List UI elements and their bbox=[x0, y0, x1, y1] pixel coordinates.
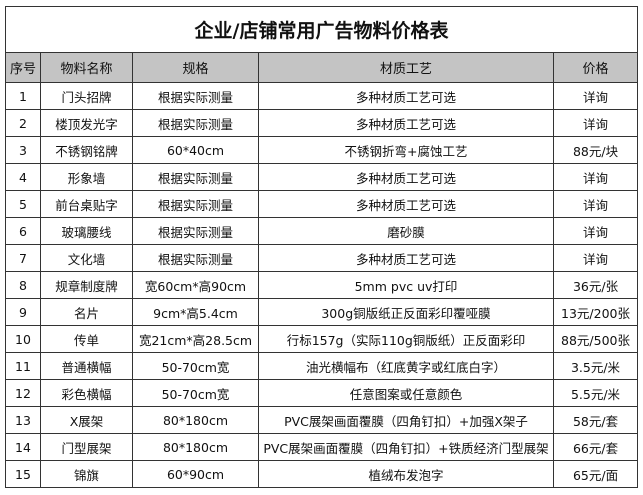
cell-price: 13元/200张 bbox=[552, 298, 639, 326]
cell-spec: 根据实际测量 bbox=[132, 109, 259, 137]
cell-name: 门头招牌 bbox=[40, 82, 133, 110]
cell-index: 9 bbox=[5, 298, 41, 326]
cell-spec: 50-70cm宽 bbox=[132, 379, 259, 407]
cell-price: 36元/张 bbox=[552, 271, 639, 299]
cell-price: 65元/面 bbox=[552, 460, 639, 488]
cell-material: 多种材质工艺可选 bbox=[258, 109, 554, 137]
cell-price: 58元/套 bbox=[552, 406, 639, 434]
cell-material: 任意图案或任意颜色 bbox=[258, 379, 554, 407]
cell-index: 5 bbox=[5, 190, 41, 218]
cell-spec: 60*90cm bbox=[132, 460, 259, 488]
cell-index: 12 bbox=[5, 379, 41, 407]
cell-price: 66元/套 bbox=[552, 433, 639, 461]
price-table: 企业/店铺常用广告物料价格表 序号 物料名称 规格 材质工艺 价格 1 门头招牌 根据实际测… bbox=[4, 6, 639, 488]
cell-spec: 宽60cm*高90cm bbox=[132, 271, 259, 299]
cell-material: 不锈钢折弯+腐蚀工艺 bbox=[258, 136, 554, 164]
cell-spec: 根据实际测量 bbox=[132, 244, 259, 272]
header-spec: 规格 bbox=[132, 52, 259, 83]
cell-spec: 根据实际测量 bbox=[132, 190, 259, 218]
cell-price: 5.5元/米 bbox=[552, 379, 639, 407]
cell-name: 普通横幅 bbox=[40, 352, 133, 380]
table-row: 9 名片 9cm*高5.4cm 300g铜版纸正反面彩印覆哑膜 13元/200张 bbox=[5, 298, 639, 326]
cell-index: 8 bbox=[5, 271, 41, 299]
table-row: 11 普通横幅 50-70cm宽 油光横幅布（红底黄字或红底白字） 3.5元/米 bbox=[5, 352, 639, 380]
cell-price: 88元/块 bbox=[552, 136, 639, 164]
cell-index: 10 bbox=[5, 325, 41, 353]
cell-spec: 根据实际测量 bbox=[132, 82, 259, 110]
cell-material: 多种材质工艺可选 bbox=[258, 163, 554, 191]
cell-material: 多种材质工艺可选 bbox=[258, 190, 554, 218]
cell-price: 详询 bbox=[552, 217, 639, 245]
cell-material: 植绒布发泡字 bbox=[258, 460, 554, 488]
cell-price: 详询 bbox=[552, 244, 639, 272]
cell-material: PVC展架画面覆膜（四角钉扣）+铁质经济门型展架 bbox=[258, 433, 554, 461]
cell-name: 楼顶发光字 bbox=[40, 109, 133, 137]
cell-index: 15 bbox=[5, 460, 41, 488]
cell-material: 磨砂膜 bbox=[258, 217, 554, 245]
cell-index: 13 bbox=[5, 406, 41, 434]
cell-name: X展架 bbox=[40, 406, 133, 434]
header-index: 序号 bbox=[5, 52, 41, 83]
cell-index: 2 bbox=[5, 109, 41, 137]
cell-spec: 60*40cm bbox=[132, 136, 259, 164]
cell-name: 规章制度牌 bbox=[40, 271, 133, 299]
table-title: 企业/店铺常用广告物料价格表 bbox=[4, 6, 639, 53]
table-row: 3 不锈钢铭牌 60*40cm 不锈钢折弯+腐蚀工艺 88元/块 bbox=[5, 136, 639, 164]
cell-name: 前台桌贴字 bbox=[40, 190, 133, 218]
cell-material: 多种材质工艺可选 bbox=[258, 244, 554, 272]
table-row: 5 前台桌贴字 根据实际测量 多种材质工艺可选 详询 bbox=[5, 190, 639, 218]
cell-price: 详询 bbox=[552, 163, 639, 191]
cell-index: 4 bbox=[5, 163, 41, 191]
cell-spec: 根据实际测量 bbox=[132, 217, 259, 245]
cell-material: 行标157g（实际110g铜版纸）正反面彩印 bbox=[258, 325, 554, 353]
table-row: 4 形象墙 根据实际测量 多种材质工艺可选 详询 bbox=[5, 163, 639, 191]
cell-material: 5mm pvc uv打印 bbox=[258, 271, 554, 299]
cell-material: 油光横幅布（红底黄字或红底白字） bbox=[258, 352, 554, 380]
cell-spec: 50-70cm宽 bbox=[132, 352, 259, 380]
cell-index: 6 bbox=[5, 217, 41, 245]
table-row: 2 楼顶发光字 根据实际测量 多种材质工艺可选 详询 bbox=[5, 109, 639, 137]
cell-spec: 80*180cm bbox=[132, 433, 259, 461]
table-row: 15 锦旗 60*90cm 植绒布发泡字 65元/面 bbox=[5, 460, 639, 488]
cell-price: 3.5元/米 bbox=[552, 352, 639, 380]
cell-material: 多种材质工艺可选 bbox=[258, 82, 554, 110]
cell-material: PVC展架画面覆膜（四角钉扣）+加强X架子 bbox=[258, 406, 554, 434]
cell-price: 详询 bbox=[552, 190, 639, 218]
table-row: 1 门头招牌 根据实际测量 多种材质工艺可选 详询 bbox=[5, 82, 639, 110]
cell-price: 详询 bbox=[552, 109, 639, 137]
cell-spec: 宽21cm*高28.5cm bbox=[132, 325, 259, 353]
cell-name: 玻璃腰线 bbox=[40, 217, 133, 245]
cell-name: 形象墙 bbox=[40, 163, 133, 191]
cell-spec: 80*180cm bbox=[132, 406, 259, 434]
cell-index: 1 bbox=[5, 82, 41, 110]
table-row: 7 文化墙 根据实际测量 多种材质工艺可选 详询 bbox=[5, 244, 639, 272]
cell-spec: 9cm*高5.4cm bbox=[132, 298, 259, 326]
cell-name: 锦旗 bbox=[40, 460, 133, 488]
cell-spec: 根据实际测量 bbox=[132, 163, 259, 191]
cell-name: 彩色横幅 bbox=[40, 379, 133, 407]
cell-name: 门型展架 bbox=[40, 433, 133, 461]
cell-index: 14 bbox=[5, 433, 41, 461]
cell-price: 88元/500张 bbox=[552, 325, 639, 353]
cell-name: 名片 bbox=[40, 298, 133, 326]
cell-name: 不锈钢铭牌 bbox=[40, 136, 133, 164]
table-row: 8 规章制度牌 宽60cm*高90cm 5mm pvc uv打印 36元/张 bbox=[5, 271, 639, 299]
table-row: 14 门型展架 80*180cm PVC展架画面覆膜（四角钉扣）+铁质经济门型展架 66… bbox=[5, 433, 639, 461]
table-row: 13 X展架 80*180cm PVC展架画面覆膜（四角钉扣）+加强X架子 58元/套 bbox=[5, 406, 639, 434]
cell-index: 7 bbox=[5, 244, 41, 272]
table-row: 10 传单 宽21cm*高28.5cm 行标157g（实际110g铜版纸）正反面彩印 8… bbox=[5, 325, 639, 353]
table-row: 12 彩色横幅 50-70cm宽 任意图案或任意颜色 5.5元/米 bbox=[5, 379, 639, 407]
header-price: 价格 bbox=[552, 52, 639, 83]
cell-material: 300g铜版纸正反面彩印覆哑膜 bbox=[258, 298, 554, 326]
cell-index: 3 bbox=[5, 136, 41, 164]
cell-index: 11 bbox=[5, 352, 41, 380]
header-material: 材质工艺 bbox=[258, 52, 554, 83]
table-row: 6 玻璃腰线 根据实际测量 磨砂膜 详询 bbox=[5, 217, 639, 245]
cell-name: 传单 bbox=[40, 325, 133, 353]
cell-name: 文化墙 bbox=[40, 244, 133, 272]
header-name: 物料名称 bbox=[40, 52, 133, 83]
cell-price: 详询 bbox=[552, 82, 639, 110]
